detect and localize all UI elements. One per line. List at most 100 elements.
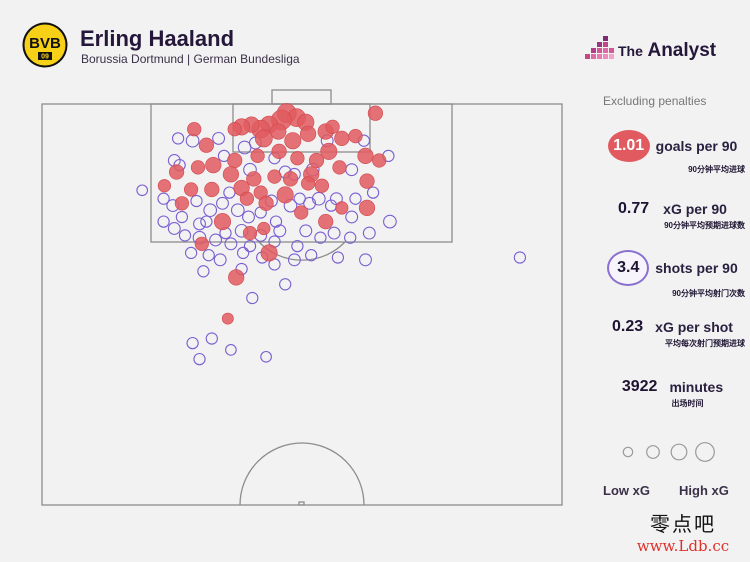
shot-marker [193,217,206,231]
stat-label: goals per 90 [655,138,738,154]
goal-marker [294,205,309,220]
goal-marker [254,129,273,148]
shot-marker [157,192,170,205]
shot-marker [299,224,313,238]
goal-marker [157,179,171,193]
goal-marker [276,186,294,204]
stat-value: 0.23 [612,318,644,335]
goal-marker [174,196,189,211]
shot-marker [157,215,170,228]
shot-marker [327,226,341,240]
stats-heading: Excluding penalties [603,94,707,108]
brand-name: Analyst [647,40,717,61]
shot-marker [311,191,326,206]
goal-marker [258,195,274,211]
legend-size-circle [622,446,634,458]
goal-marker [282,171,299,187]
shot-marker [287,253,301,267]
goal-marker [300,125,317,142]
stat-label-cn: 90分钟平均进球 [688,165,745,174]
shot-marker [246,291,259,305]
goal-marker [367,105,384,121]
legend-size-circle [670,443,688,461]
goal-marker [250,148,265,163]
goal-marker [227,152,243,169]
stat-label: xG per shot [655,319,733,335]
shot-marker [175,210,189,224]
stat-goals-per-90: 1.01 goals per 90 90分钟平均进球 [600,130,745,175]
stat-label-cn: 90分钟平均射门次数 [672,289,745,298]
goal-marker [357,147,374,164]
goal-marker [222,166,239,183]
goal-marker [270,123,287,140]
shot-marker [185,133,200,148]
shot-marker [331,251,345,264]
legend-circles [622,442,715,462]
stat-value: 3.4 [617,259,640,276]
goal-marker [335,201,349,215]
goal-marker [246,171,262,187]
goal-marker [334,130,350,146]
goal-marker [348,129,363,144]
shot-marker [202,249,215,262]
shot-marker [242,210,255,224]
goal-marker [358,199,376,216]
stat-label-cn: 90分钟平均预期进球数 [664,221,745,230]
goal-marker [198,137,214,153]
watermark-cn: 零点吧 [650,512,716,536]
shot-marker [359,253,372,267]
shot-marker [225,344,237,356]
goal-marker [320,142,338,160]
shot-marker [269,215,283,228]
goal-marker [308,152,325,169]
goal-marker [284,132,302,150]
stat-value: 3922 [621,378,658,395]
shot-marker [291,239,304,253]
shot-marker [212,131,226,145]
badge-number: 09 [41,54,49,61]
stat-label-cn: 出场时间 [671,399,704,408]
goal-marker [221,312,234,325]
goal-marker [204,181,220,198]
stat-xg-per-shot: 0.23 xG per shot 平均每次射门预期进球 [600,318,745,349]
shot-marker [178,229,192,242]
shot-marker [167,222,181,235]
goal-marker [267,169,282,184]
goal-marker [271,143,287,159]
shot-marker [349,192,362,205]
goal-marker [194,236,209,251]
goal-marker [290,151,305,166]
pitch-boundary [41,103,563,506]
goal-marker [190,160,206,175]
shot-marker [260,350,272,363]
shot-marker [314,231,327,244]
shot-marker [224,237,238,251]
badge-inner [24,24,66,66]
shot-marker [197,265,210,278]
goal-marker [332,160,347,175]
shot-marker [383,214,397,229]
stat-label: xG per 90 [663,201,727,217]
centre-circle [239,442,365,506]
shot-marker [136,184,149,197]
analyst-logo-icon [585,36,614,59]
shot-marker [213,253,227,267]
goal-marker [257,221,271,236]
goal-marker [214,213,232,231]
goal-marker [318,214,334,230]
goal-marker [227,122,242,137]
goals-circle: 1.01 [607,130,650,162]
pitch-lines [41,89,563,506]
goal [271,89,332,105]
shot-marker [279,278,292,291]
shot-marker [305,249,318,262]
shot-marker [200,215,213,228]
goal-marker [314,178,330,193]
goal-marker [187,122,202,137]
goals-layer [157,103,387,325]
shots-circle: 3.4 [607,250,650,286]
goal-marker [242,226,258,241]
goal-marker [260,244,278,262]
shot-marker [193,352,206,366]
goal-marker [359,173,375,189]
